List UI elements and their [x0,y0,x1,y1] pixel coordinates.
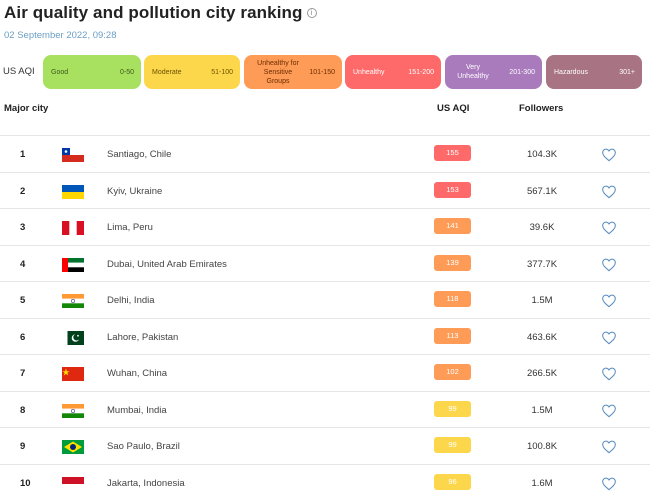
city-name[interactable]: Mumbai, India [107,404,167,416]
table-row[interactable]: 4 Dubai, United Arab Emirates 139 377.7K [0,244,650,282]
rank-number: 10 [20,477,31,489]
table-row[interactable]: 1 Santiago, Chile 155 104.3K [0,135,650,172]
legend-good: Good 0-50 [43,55,141,89]
table-row[interactable]: 9 Sao Paulo, Brazil 99 100.8K [0,427,650,464]
table-row[interactable]: 6 Lahore, Pakistan 113 463.6K [0,317,650,355]
followers-count: 266.5K [526,368,558,379]
ukraine-flag-icon [62,184,84,199]
pakistan-flag-icon [62,330,84,345]
heart-icon[interactable] [601,184,617,200]
heart-icon[interactable] [601,257,617,273]
city-name[interactable]: Santiago, Chile [107,149,172,160]
page-title: Air quality and pollution city ranking [4,3,303,22]
ranking-table: 1 Santiago, Chile 155 104.3K 2 Kyiv, Ukraine 1… [0,135,650,495]
aqi-badge: 102 [434,364,471,380]
city-name[interactable]: Dubai, United Arab Emirates [107,258,227,270]
followers-count: 1.6M [531,477,553,489]
followers-count: 1.5M [531,404,553,416]
column-header-aqi[interactable]: US AQI [437,103,470,114]
aqi-badge: 99 [434,437,471,453]
legend-sensitive-name: Unhealthy for Sensitive Groups [257,59,299,85]
heart-icon[interactable] [601,366,617,382]
indonesia-flag-icon [62,476,84,491]
legend-very-unhealthy-name: Very Unhealthy [457,64,489,80]
city-name[interactable]: Sao Paulo, Brazil [107,441,180,452]
uae-flag-icon [62,257,84,272]
rank-number: 2 [20,185,26,197]
column-header-followers[interactable]: Followers [519,103,564,114]
heart-icon[interactable] [601,293,617,309]
rank-number: 4 [20,258,26,270]
followers-count: 463.6K [526,331,558,343]
heart-icon[interactable] [601,330,617,346]
heart-icon[interactable] [601,147,617,163]
info-icon[interactable]: i [306,8,317,18]
brazil-flag-icon [62,440,84,454]
rank-number: 9 [20,441,26,452]
legend-hazardous-name: Hazardous [554,68,588,76]
title-row: Air quality and pollution city ranking i [4,3,317,23]
legend-hazardous: Hazardous 301+ [546,55,642,89]
heart-icon[interactable] [601,439,617,455]
city-name[interactable]: Kyiv, Ukraine [107,185,163,197]
rank-number: 5 [20,295,26,306]
aqi-badge: 139 [434,254,471,271]
legend-moderate-range: 51-100 [211,68,233,76]
aqi-badge: 141 [434,218,471,234]
legend-moderate: Moderate 51-100 [144,55,240,89]
rank-number: 3 [20,222,26,233]
china-flag-icon [62,367,84,381]
column-header-city[interactable]: Major city [4,103,49,114]
rank-number: 1 [20,149,26,160]
city-name[interactable]: Lima, Peru [107,222,153,233]
followers-count: 567.1K [526,185,558,197]
table-row[interactable]: 3 Lima, Peru 141 39.6K [0,208,650,245]
aqi-legend: US AQI Good 0-50 Moderate 51-100 Unhealt… [0,55,650,89]
city-name[interactable]: Jakarta, Indonesia [107,477,185,489]
legend-unhealthy-name: Unhealthy [353,68,385,76]
legend-very-unhealthy: Very Unhealthy 201-300 [445,55,542,89]
aqi-badge: 118 [434,291,471,307]
legend-very-unhealthy-range: 201-300 [509,68,535,76]
legend-moderate-name: Moderate [152,68,182,76]
followers-count: 377.7K [526,258,558,270]
aqi-badge: 113 [434,327,471,344]
table-row[interactable]: 5 Delhi, India 118 1.5M [0,281,650,318]
aqi-badge: 153 [434,181,471,198]
legend-sensitive-range: 101-150 [309,68,335,76]
india-flag-icon [62,403,84,418]
followers-count: 1.5M [531,295,553,306]
table-row[interactable]: 8 Mumbai, India 99 1.5M [0,390,650,428]
rank-number: 7 [20,368,26,379]
legend-unhealthy: Unhealthy 151-200 [345,55,441,89]
rank-number: 8 [20,404,26,416]
legend-good-range: 0-50 [119,68,134,76]
followers-count: 104.3K [526,149,558,160]
table-row[interactable]: 2 Kyiv, Ukraine 153 567.1K [0,171,650,209]
legend-hazardous-range: 301+ [619,68,635,76]
aqi-badge: 96 [434,473,471,490]
peru-flag-icon [62,221,84,235]
followers-count: 100.8K [526,441,558,452]
aqi-badge: 155 [434,145,471,161]
chile-flag-icon [62,148,84,162]
heart-icon[interactable] [601,476,617,492]
city-name[interactable]: Wuhan, China [107,368,168,379]
legend-label: US AQI [3,66,35,77]
heart-icon[interactable] [601,220,617,236]
table-row[interactable]: 10 Jakarta, Indonesia 96 1.6M [0,463,650,495]
rank-number: 6 [20,331,26,343]
legend-good-name: Good [51,68,69,76]
timestamp: 02 September 2022, 09:28 [4,30,117,41]
city-name[interactable]: Lahore, Pakistan [107,331,179,343]
legend-unhealthy-range: 151-200 [408,68,434,76]
aqi-badge: 99 [434,400,471,417]
heart-icon[interactable] [601,403,617,419]
india-flag-icon [62,294,84,308]
legend-sensitive: Unhealthy for Sensitive Groups 101-150 [244,55,342,89]
city-name[interactable]: Delhi, India [107,295,155,306]
table-row[interactable]: 7 Wuhan, China 102 266.5K [0,354,650,391]
followers-count: 39.6K [529,222,555,233]
